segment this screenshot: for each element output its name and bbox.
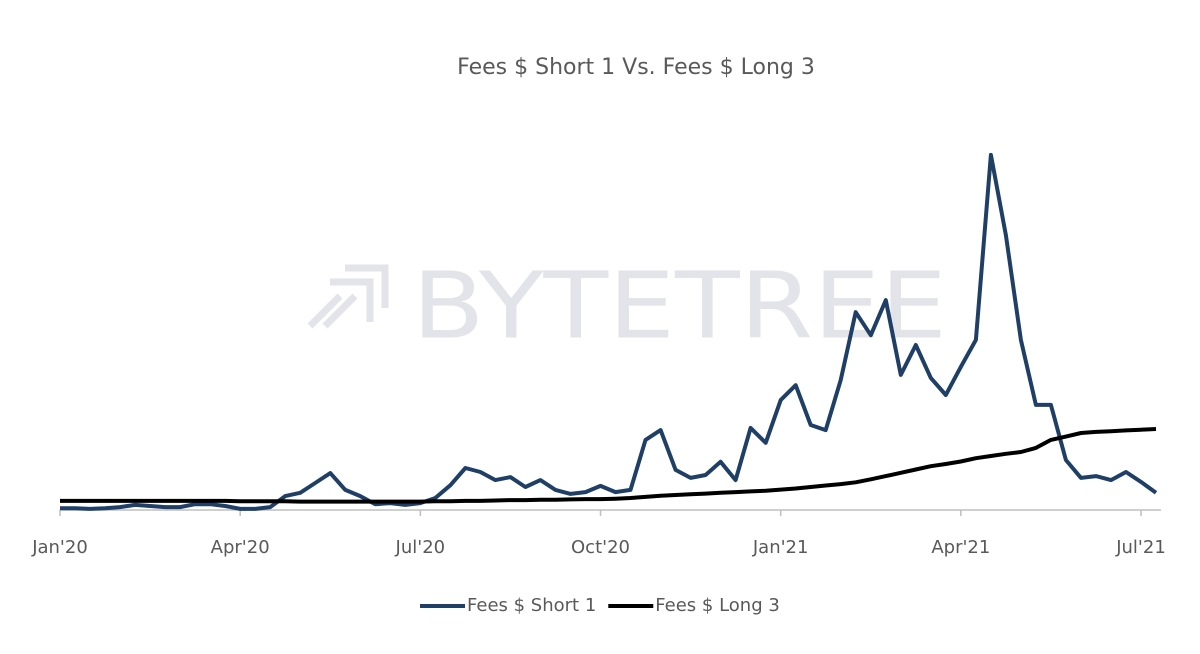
x-tick-label: Jan'20 bbox=[31, 537, 88, 558]
watermark: BYTETREE bbox=[307, 252, 947, 359]
chart-title: Fees $ Short 1 Vs. Fees $ Long 3 bbox=[457, 55, 815, 80]
x-tick-label: Apr'21 bbox=[931, 537, 990, 558]
legend-label: Fees $ Long 3 bbox=[655, 595, 780, 616]
x-tick-label: Jan'21 bbox=[752, 537, 809, 558]
x-tick-label: Jul'21 bbox=[1115, 537, 1166, 558]
x-tick-label: Oct'20 bbox=[571, 537, 630, 558]
legend-label: Fees $ Short 1 bbox=[467, 595, 596, 616]
series-line bbox=[60, 152, 1158, 511]
series-line bbox=[60, 427, 1157, 504]
x-tick-label: Jul'20 bbox=[395, 537, 446, 558]
watermark-icon bbox=[307, 264, 389, 329]
watermark-text: BYTETREE bbox=[412, 252, 947, 359]
x-tick-label: Apr'20 bbox=[211, 537, 270, 558]
